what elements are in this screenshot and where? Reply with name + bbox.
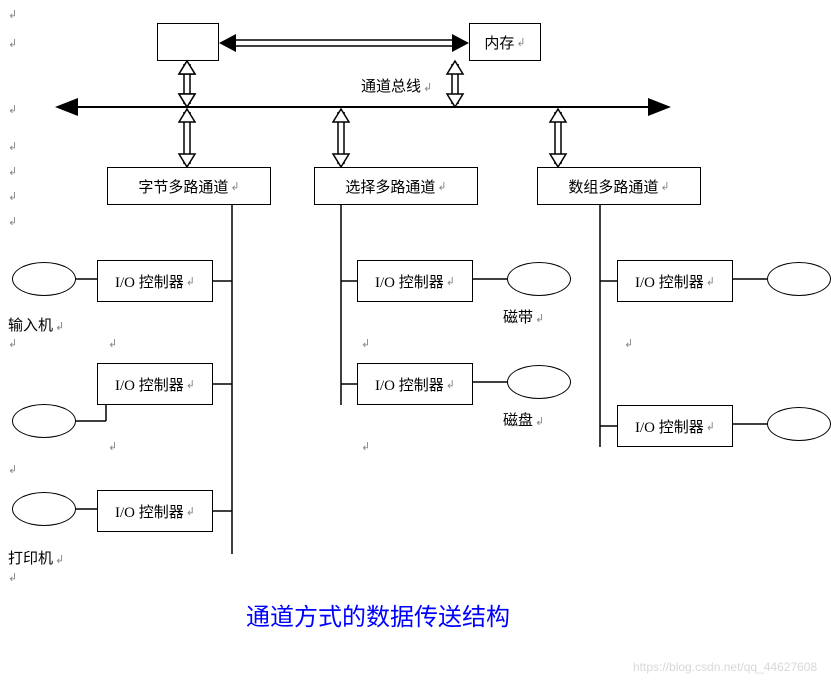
io-controller-box: I/O 控制器↲ [357,363,473,405]
return-mark: ↲ [8,165,17,178]
cpu-box [157,23,219,61]
memory-label: 内存 [484,32,514,53]
device-oval [767,262,831,296]
return-mark: ↲ [8,463,17,476]
device-label-disk: 磁盘↲ [503,409,544,430]
cpu-memory-arrow [219,34,469,52]
return-mark: ↲ [8,571,17,584]
return-mark: ↲ [361,440,370,453]
return-mark: ↲ [108,337,117,350]
connectors-svg [0,0,831,682]
return-mark: ↲ [8,215,17,228]
device-label-input: 输入机↲ [8,314,64,335]
return-mark: ↲ [361,337,370,350]
bus-channel-array-arrow [550,109,566,167]
device-oval [12,262,76,296]
io-controller-box: I/O 控制器↲ [97,260,213,302]
io-controller-box: I/O 控制器↲ [97,490,213,532]
device-oval [767,407,831,441]
bus-label: 通道总线↲ [361,75,432,96]
return-mark: ↲ [108,440,117,453]
channel-array: 数组多路通道↲ [537,167,701,205]
device-label-tape: 磁带↲ [503,306,544,327]
channel-select: 选择多路通道↲ [314,167,478,205]
diagram-title: 通道方式的数据传送结构 [246,597,510,632]
return-mark: ↲ [8,103,17,116]
channel-byte: 字节多路通道↲ [107,167,271,205]
bus-channel-byte-arrow [179,109,195,167]
memory-box: 内存 ↲ [469,23,541,61]
device-oval [507,262,571,296]
io-controller-box: I/O 控制器↲ [617,260,733,302]
device-oval [507,365,571,399]
return-mark: ↲ [8,190,17,203]
bus-channel-select-arrow [333,109,349,167]
io-controller-box: I/O 控制器↲ [617,405,733,447]
return-mark: ↲ [8,8,17,21]
return-mark: ↲ [516,36,525,49]
return-mark: ↲ [8,37,17,50]
bus-line [55,98,671,116]
device-label-printer: 打印机↲ [8,547,64,568]
memory-bus-arrow [447,61,463,107]
io-controller-box: I/O 控制器↲ [97,363,213,405]
return-mark: ↲ [8,140,17,153]
io-controller-box: I/O 控制器↲ [357,260,473,302]
cpu-bus-arrow [179,61,195,107]
device-oval [12,404,76,438]
watermark: https://blog.csdn.net/qq_44627608 [633,660,817,674]
return-mark: ↲ [624,337,633,350]
device-oval [12,492,76,526]
return-mark: ↲ [8,337,17,350]
